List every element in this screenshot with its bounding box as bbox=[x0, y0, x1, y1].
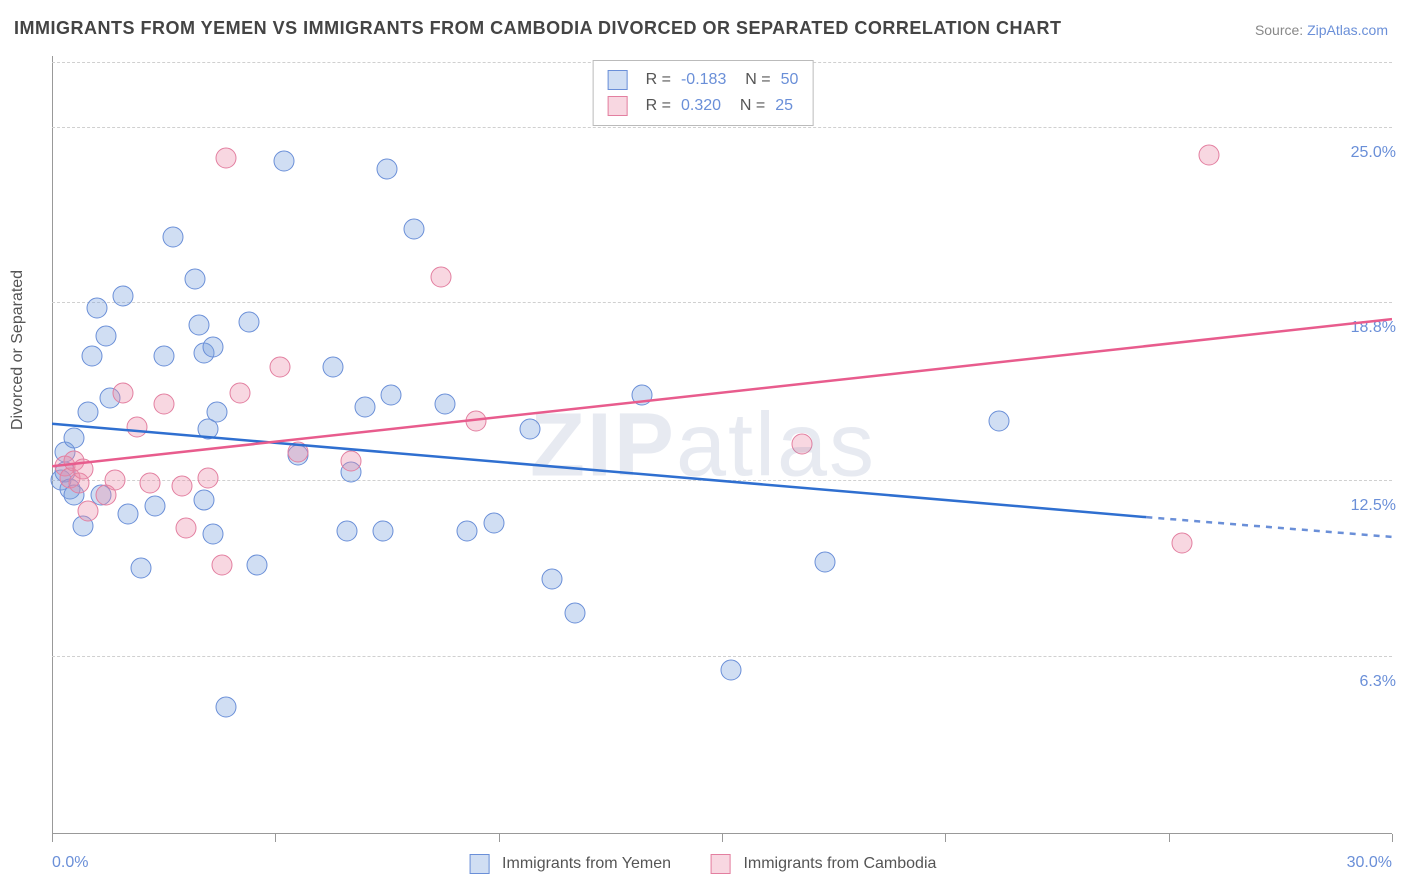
x-tick bbox=[945, 834, 946, 842]
swatch-yemen-icon bbox=[608, 70, 628, 90]
scatter-point bbox=[435, 393, 456, 414]
scatter-point bbox=[519, 419, 540, 440]
scatter-point bbox=[202, 524, 223, 545]
r-value-yemen: -0.183 bbox=[681, 67, 726, 93]
scatter-point bbox=[189, 314, 210, 335]
scatter-point bbox=[113, 286, 134, 307]
x-tick bbox=[52, 834, 53, 842]
scatter-plot-area bbox=[52, 56, 1392, 834]
scatter-point bbox=[269, 357, 290, 378]
scatter-point bbox=[341, 450, 362, 471]
scatter-point bbox=[372, 521, 393, 542]
scatter-point bbox=[354, 396, 375, 417]
r-label: R = bbox=[646, 93, 671, 119]
scatter-point bbox=[542, 569, 563, 590]
scatter-point bbox=[247, 555, 268, 576]
x-axis-max-label: 30.0% bbox=[1347, 854, 1392, 872]
scatter-point bbox=[117, 504, 138, 525]
scatter-point bbox=[211, 555, 232, 576]
scatter-point bbox=[104, 470, 125, 491]
x-tick bbox=[1169, 834, 1170, 842]
scatter-point bbox=[238, 311, 259, 332]
scatter-point bbox=[484, 512, 505, 533]
source-attribution: Source: ZipAtlas.com bbox=[1255, 22, 1388, 38]
scatter-point bbox=[1198, 145, 1219, 166]
scatter-point bbox=[1172, 532, 1193, 553]
scatter-point bbox=[82, 345, 103, 366]
x-tick bbox=[275, 834, 276, 842]
scatter-point bbox=[86, 297, 107, 318]
scatter-point bbox=[381, 385, 402, 406]
scatter-point bbox=[430, 266, 451, 287]
scatter-point bbox=[287, 442, 308, 463]
scatter-point bbox=[162, 227, 183, 248]
scatter-point bbox=[64, 427, 85, 448]
legend-item-yemen: Immigrants from Yemen bbox=[470, 854, 671, 874]
scatter-point bbox=[336, 521, 357, 542]
swatch-yemen-icon bbox=[470, 854, 490, 874]
scatter-point bbox=[274, 150, 295, 171]
scatter-point bbox=[153, 393, 174, 414]
scatter-point bbox=[126, 416, 147, 437]
source-prefix: Source: bbox=[1255, 22, 1307, 38]
x-tick bbox=[1392, 834, 1393, 842]
scatter-point bbox=[466, 410, 487, 431]
legend-row-cambodia: R = 0.320 N = 25 bbox=[608, 93, 799, 119]
scatter-point bbox=[988, 410, 1009, 431]
scatter-point bbox=[631, 385, 652, 406]
scatter-point bbox=[564, 603, 585, 624]
scatter-point bbox=[77, 501, 98, 522]
scatter-point bbox=[229, 382, 250, 403]
legend-item-cambodia: Immigrants from Cambodia bbox=[711, 854, 936, 874]
x-axis-min-label: 0.0% bbox=[52, 854, 88, 872]
n-label: N = bbox=[731, 93, 765, 119]
y-axis-label: Divorced or Separated bbox=[9, 270, 27, 430]
scatter-point bbox=[403, 218, 424, 239]
scatter-point bbox=[202, 337, 223, 358]
scatter-point bbox=[814, 552, 835, 573]
scatter-point bbox=[73, 459, 94, 480]
series-legend: Immigrants from Yemen Immigrants from Ca… bbox=[470, 854, 937, 874]
scatter-point bbox=[153, 345, 174, 366]
scatter-point bbox=[144, 495, 165, 516]
r-value-cambodia: 0.320 bbox=[681, 93, 721, 119]
scatter-point bbox=[77, 402, 98, 423]
scatter-point bbox=[176, 518, 197, 539]
scatter-point bbox=[216, 696, 237, 717]
n-value-yemen: 50 bbox=[781, 67, 799, 93]
scatter-point bbox=[792, 433, 813, 454]
correlation-legend: R = -0.183 N = 50 R = 0.320 N = 25 bbox=[593, 60, 814, 126]
scatter-point bbox=[171, 476, 192, 497]
scatter-point bbox=[216, 147, 237, 168]
scatter-point bbox=[720, 659, 741, 680]
n-label: N = bbox=[736, 67, 770, 93]
scatter-point bbox=[95, 326, 116, 347]
scatter-point bbox=[184, 269, 205, 290]
legend-row-yemen: R = -0.183 N = 50 bbox=[608, 67, 799, 93]
series-name-yemen: Immigrants from Yemen bbox=[502, 855, 671, 872]
x-tick bbox=[499, 834, 500, 842]
source-link[interactable]: ZipAtlas.com bbox=[1307, 22, 1388, 38]
scatter-point bbox=[193, 490, 214, 511]
scatter-point bbox=[140, 473, 161, 494]
scatter-point bbox=[377, 159, 398, 180]
chart-title: IMMIGRANTS FROM YEMEN VS IMMIGRANTS FROM… bbox=[14, 18, 1062, 39]
scatter-point bbox=[323, 357, 344, 378]
swatch-cambodia-icon bbox=[608, 96, 628, 116]
scatter-point bbox=[113, 382, 134, 403]
scatter-point bbox=[457, 521, 478, 542]
swatch-cambodia-icon bbox=[711, 854, 731, 874]
scatter-point bbox=[207, 402, 228, 423]
r-label: R = bbox=[646, 67, 671, 93]
scatter-point bbox=[198, 467, 219, 488]
n-value-cambodia: 25 bbox=[775, 93, 793, 119]
series-name-cambodia: Immigrants from Cambodia bbox=[743, 855, 936, 872]
scatter-point bbox=[131, 558, 152, 579]
x-tick bbox=[722, 834, 723, 842]
